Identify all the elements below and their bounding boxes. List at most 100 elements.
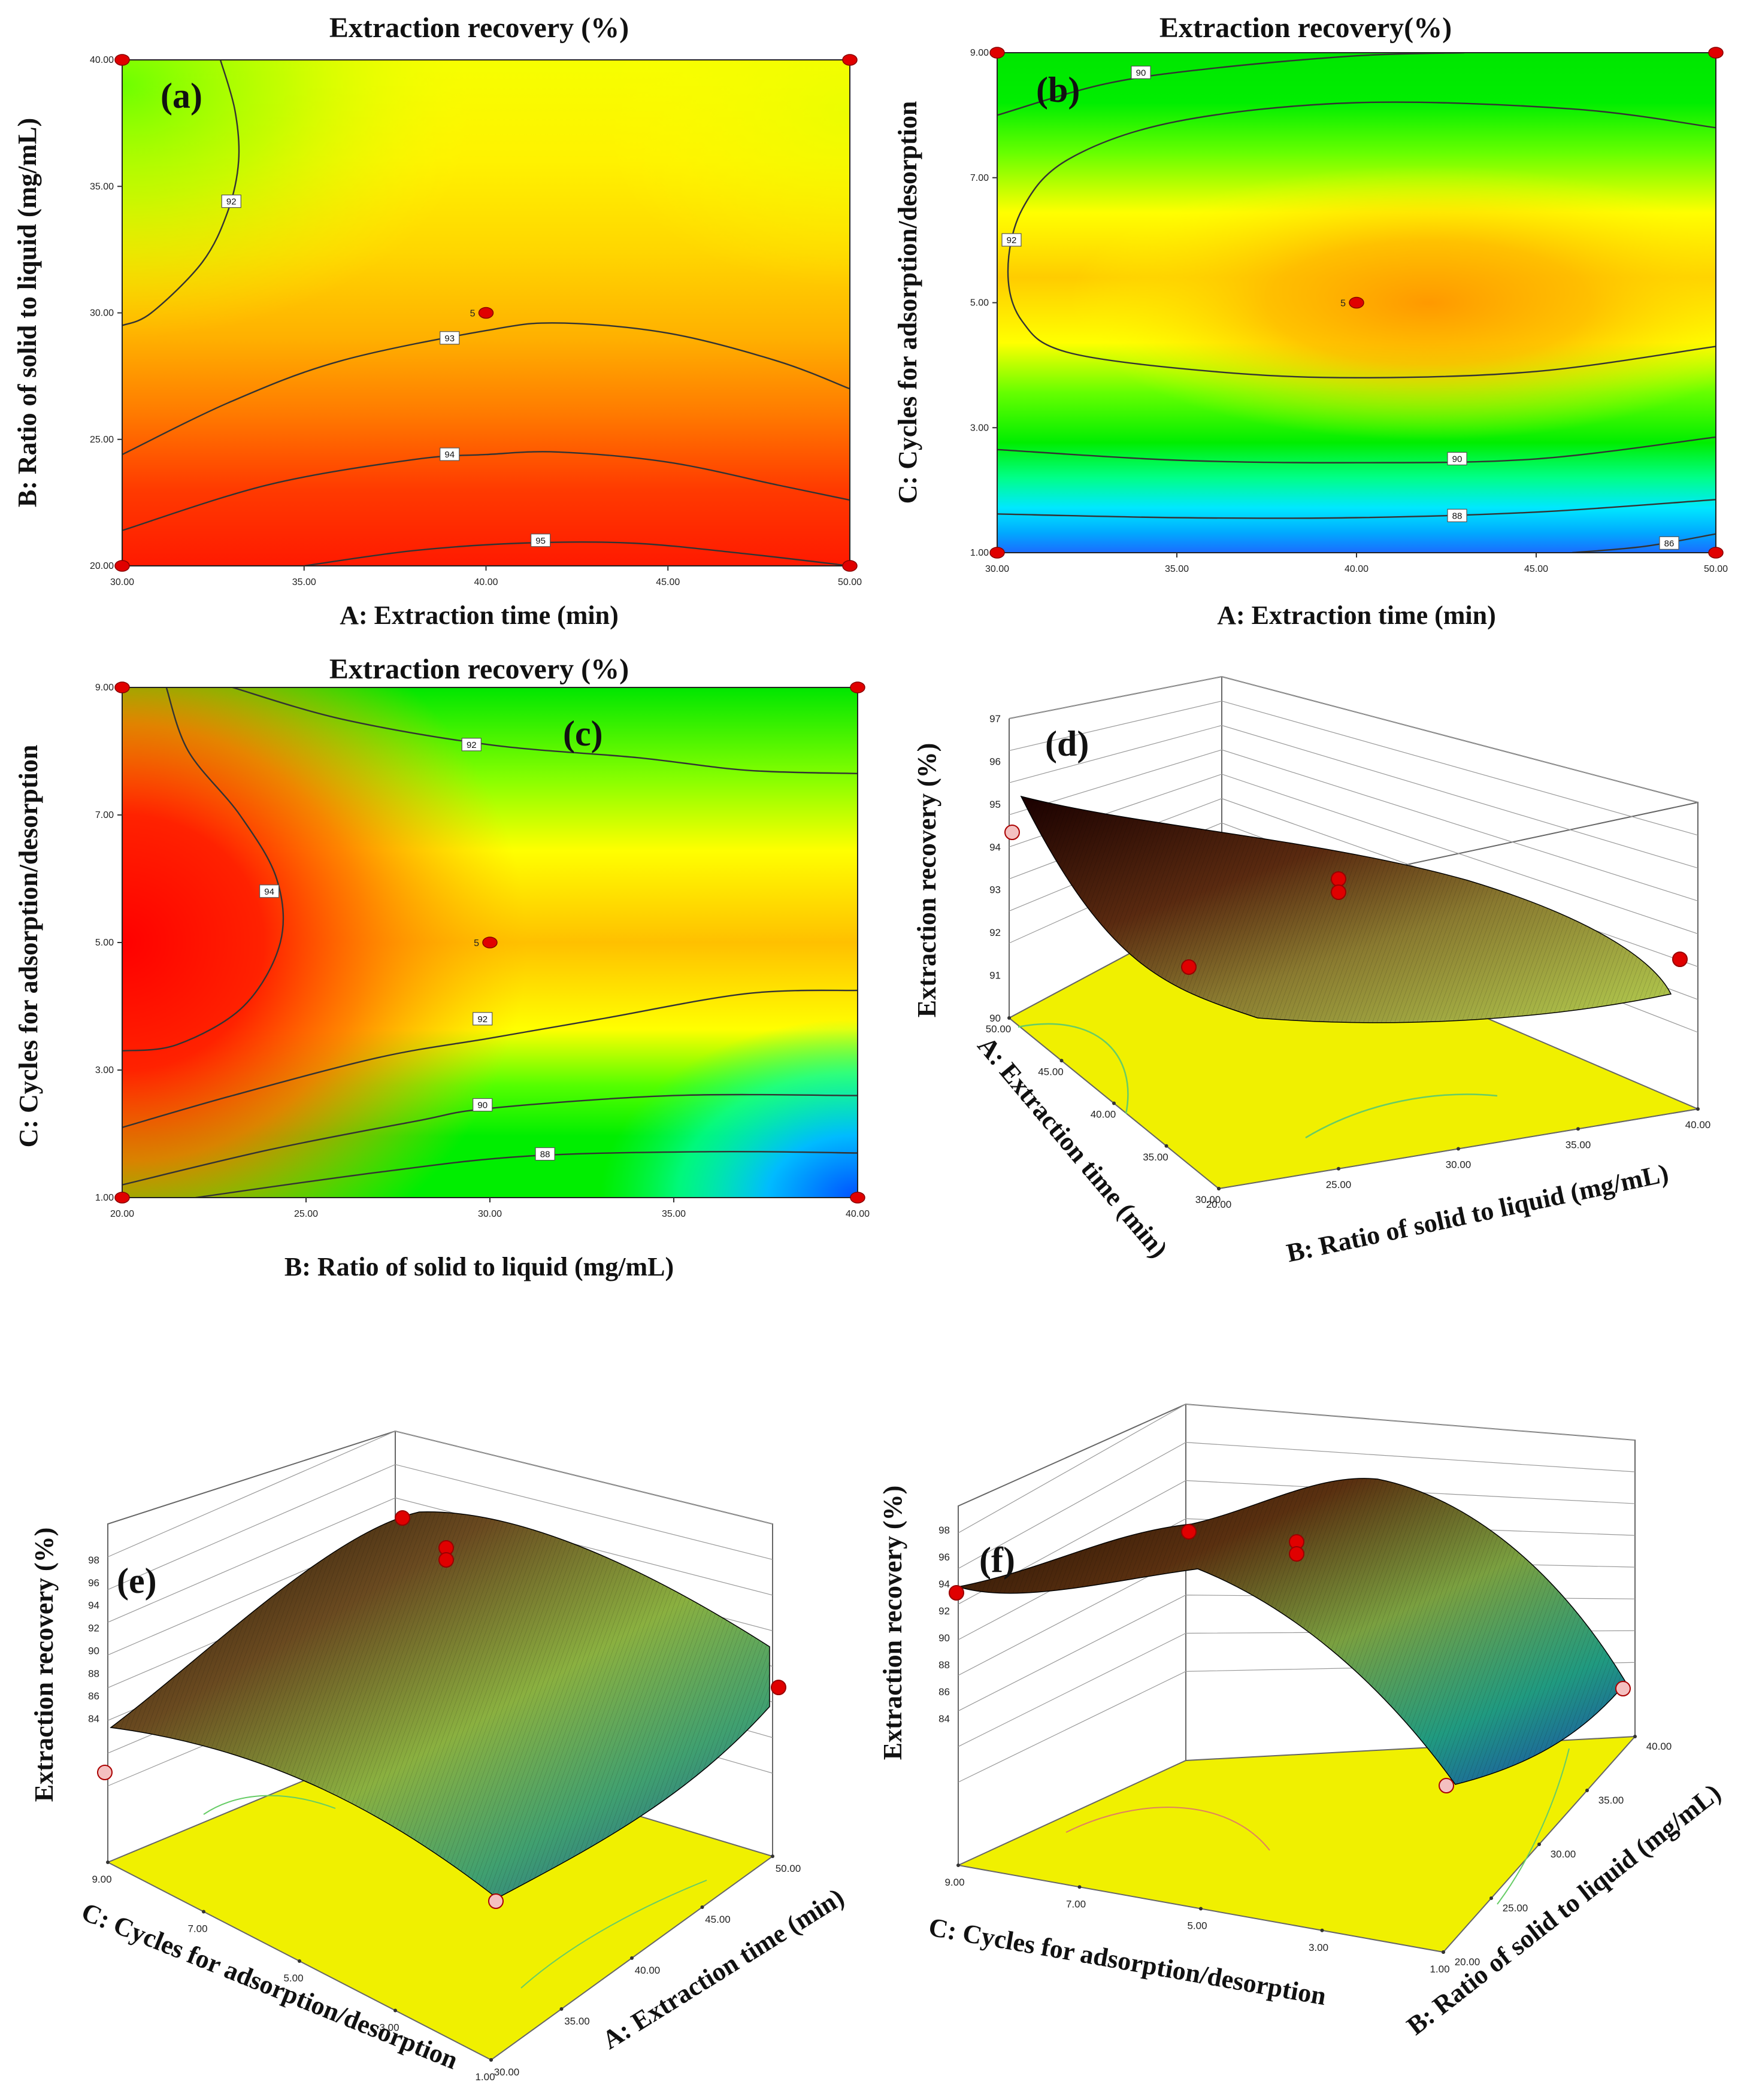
panel-e-x-tick-label: 9.00 [92, 1874, 111, 1885]
panel-c-contour-label: 90 [477, 1101, 488, 1111]
panel-b-x-tick-label: 35.00 [1165, 564, 1189, 574]
panel-c-contour-label-box [461, 738, 482, 751]
panel-f-z-tick-label: 96 [938, 1551, 950, 1563]
panel-d-z-tick-label: 91 [989, 970, 1001, 981]
panel-c-contour-line-94 [122, 687, 284, 1052]
panel-d-z-tick-label: 90 [989, 1013, 1001, 1024]
panel-f-z-tick-label: 86 [938, 1686, 950, 1698]
panel-f-z-gridline [958, 1404, 1636, 1534]
panel-f-z-tick-label: 92 [938, 1605, 950, 1617]
panel-a-x-tick-label: 30.00 [110, 577, 134, 587]
panel-d-ticks: 90 91 92 93 94 95 96 97 20.00 25.00 30.00 35.00 40.0… [986, 713, 1711, 1210]
panel-d-floor-contour-1 [1018, 1023, 1129, 1114]
panel-f-design-point-5 [1615, 1681, 1631, 1696]
panel-a-contour-label-box [440, 447, 460, 461]
panel-e-design-point-5 [771, 1680, 786, 1695]
panel-f-x-tick-label: 3.00 [1309, 1942, 1328, 1953]
panel-b-contour-label-box [1001, 233, 1022, 247]
panel-a-title: Extraction recovery (%) [329, 12, 629, 44]
panel-f: (f) 84 86 88 90 92 94 96 98 9.00 7.00 5.00 3.00 1.00… [878, 1403, 1726, 2041]
panel-e-y-tick [559, 2007, 564, 2011]
panel-d-z-gridline [1009, 676, 1698, 803]
panel-f-y-tick [1442, 1950, 1445, 1954]
panel-a-y-tick-label: 30.00 [90, 308, 114, 319]
panel-f-y-tick-label: 35.00 [1598, 1795, 1624, 1806]
panel-d-y-tick-label: 45.00 [1038, 1066, 1064, 1077]
panel-a-design-point [114, 560, 130, 572]
panel-a-x-tick-label: 45.00 [656, 577, 680, 587]
panel-e-x-tick [393, 2008, 397, 2013]
panel-c-contour-line-88 [195, 1150, 858, 1198]
panel-e-label: (e) [117, 1561, 157, 1601]
panel-d-floor-contour-2 [1305, 1093, 1498, 1139]
panel-b-label: (b) [1036, 70, 1080, 110]
panel-f-x-tick [1077, 1885, 1082, 1889]
panel-e-z-gridline [107, 1431, 773, 1557]
panel-f-x-tick-label: 5.00 [1187, 1920, 1207, 1932]
panel-b-y-tick-label: 3.00 [970, 423, 989, 433]
panel-f-z-tick-label: 90 [938, 1632, 950, 1644]
panel-f-x-tick [956, 1863, 960, 1867]
panel-d-x-tick [1337, 1166, 1340, 1171]
panel-b-contour-label: 86 [1664, 538, 1675, 549]
panel-a-contour-label: 93 [444, 334, 455, 344]
panel-b-contour-line-90 [997, 436, 1716, 463]
panel-c-design-point [114, 1192, 130, 1204]
panel-b-y-label: C: Cycles for adsorption/desorption [893, 101, 922, 504]
panel-a-contour-line-93 [122, 322, 850, 456]
panel-f-y-tick-label: 25.00 [1503, 1902, 1528, 1914]
panel-a-center-point-count: 5 [470, 309, 476, 319]
panel-a-contour-label: 95 [535, 536, 546, 546]
panel-f-z-gridline [958, 1480, 1636, 1605]
panel-d-z-gridline [1009, 701, 1698, 836]
panel-c-design-point [850, 681, 865, 693]
panel-f-floor-contour-1 [1065, 1807, 1270, 1851]
panel-b-contour-label-box [1659, 536, 1679, 550]
panel-f-z-tick-label: 94 [938, 1578, 950, 1590]
panel-b-design-point [1349, 296, 1364, 309]
panel-c-y-tick-label: 5.00 [95, 938, 114, 948]
panel-f-floor-contour-2 [1497, 1748, 1570, 1905]
panel-b-contour-label: 92 [1007, 235, 1017, 246]
panel-e-y-tick-label: 50.00 [776, 1863, 801, 1874]
panel-f-y-tick [1489, 1896, 1493, 1900]
panel-e-design-point-4 [438, 1552, 454, 1568]
panel-f-z-gridline [958, 1442, 1636, 1569]
panel-a-contour-label: 94 [444, 450, 455, 460]
panel-f-z-tick-label: 88 [938, 1659, 950, 1671]
panel-f-y-tick [1633, 1735, 1637, 1738]
panel-e-x-tick-label: 3.00 [379, 2022, 399, 2034]
panel-a-contour-label-box [531, 534, 551, 547]
panel-f-design-point-2 [1181, 1524, 1197, 1540]
panel-f-x-tick [1320, 1928, 1324, 1932]
panel-f-design-point-6 [1439, 1778, 1454, 1793]
panel-d-y-tick [1164, 1144, 1168, 1148]
panel-d-x-tick-label: 25.00 [1326, 1179, 1352, 1190]
panel-e-z-tick-label: 90 [88, 1645, 99, 1656]
panel-c-contour-label-box [473, 1098, 493, 1112]
panel-b-contour-line-90 [997, 53, 1465, 116]
panel-e-y-tick [489, 2058, 493, 2062]
panel-d-y-tick [1217, 1187, 1221, 1190]
panel-b-y-tick-label: 1.00 [970, 548, 989, 558]
panel-f-x-tick-label: 9.00 [944, 1877, 964, 1888]
panel-a-contour-line-92 [122, 60, 240, 326]
panel-b-contour-label-box [1447, 508, 1467, 523]
panel-f-x-tick-label: 7.00 [1066, 1898, 1086, 1910]
panel-f-ticks: 84 86 88 90 92 94 96 98 9.00 7.00 5.00 3.00 1.00 20.0… [938, 1525, 1672, 1975]
panel-c-contour-line-90 [122, 1093, 858, 1186]
panel-b-x-tick-label: 40.00 [1345, 564, 1368, 574]
panel-c-x-tick-label: 30.00 [478, 1209, 502, 1219]
panel-c-x-tick-label: 25.00 [294, 1209, 318, 1219]
panel-c-y-tick-label: 9.00 [95, 683, 114, 693]
panel-c-y-tick-label: 7.00 [95, 810, 114, 820]
panel-c-design-points: 5 [114, 681, 865, 1204]
panel-c-x-tick-label: 35.00 [662, 1209, 686, 1219]
panel-b-design-points: 5 [989, 47, 1724, 559]
panel-f-y-tick [1537, 1843, 1541, 1846]
panel-d-z-tick-label: 94 [989, 841, 1001, 853]
panel-a-x-tick-label: 40.00 [474, 577, 498, 587]
panel-b-contour-label: 90 [1452, 454, 1463, 464]
panel-c-y-label: C: Cycles for adsorption/desorption [14, 745, 43, 1148]
panel-d-design-point-3 [1331, 871, 1346, 887]
